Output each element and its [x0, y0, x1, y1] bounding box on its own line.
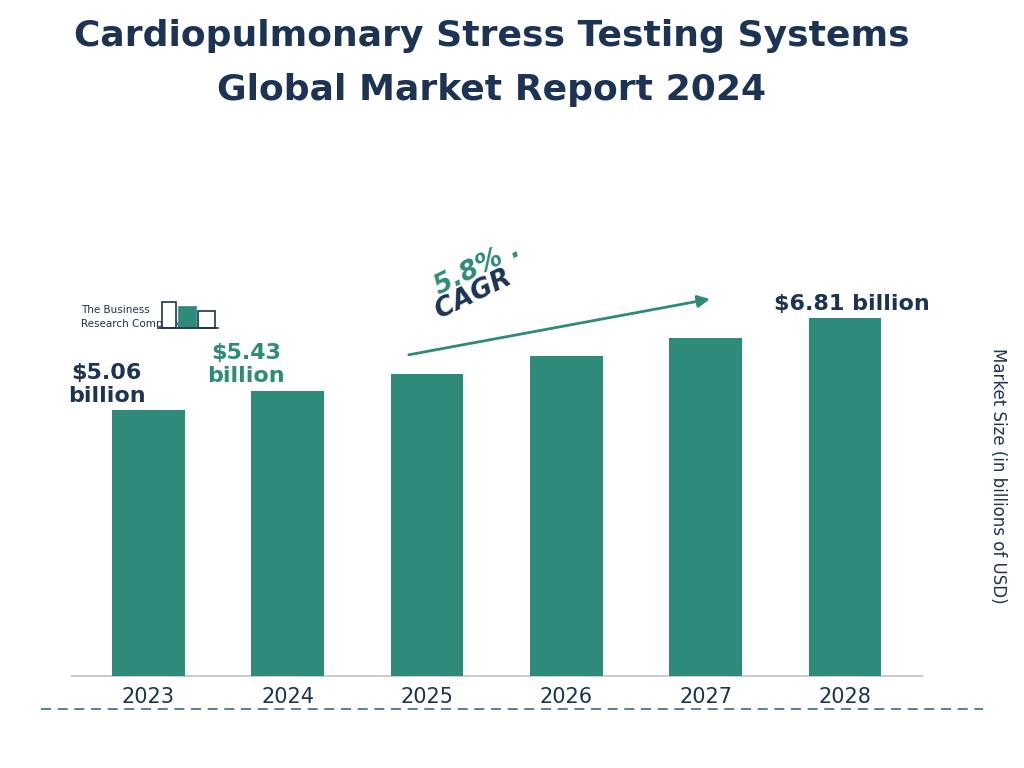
Text: Cardiopulmonary Stress Testing Systems: Cardiopulmonary Stress Testing Systems	[74, 19, 909, 53]
Text: Global Market Report 2024: Global Market Report 2024	[217, 73, 766, 107]
Text: CAGR: CAGR	[431, 261, 524, 324]
Text: $5.43
billion: $5.43 billion	[207, 343, 285, 386]
Bar	[112, 410, 184, 676]
Text: 5.8% .: 5.8% .	[381, 237, 524, 324]
Text: $6.81 billion: $6.81 billion	[774, 294, 930, 314]
Bar	[199, 311, 215, 328]
Bar	[177, 306, 196, 328]
Text: $5.06
billion: $5.06 billion	[68, 362, 145, 406]
Text: Market Size (in billions of USD): Market Size (in billions of USD)	[989, 349, 1008, 604]
Bar	[530, 356, 602, 676]
Bar	[162, 302, 176, 328]
Bar	[809, 318, 882, 676]
Text: The Business
Research Company: The Business Research Company	[82, 306, 182, 329]
Bar	[252, 390, 324, 676]
Bar	[670, 338, 741, 676]
Bar	[391, 374, 463, 676]
